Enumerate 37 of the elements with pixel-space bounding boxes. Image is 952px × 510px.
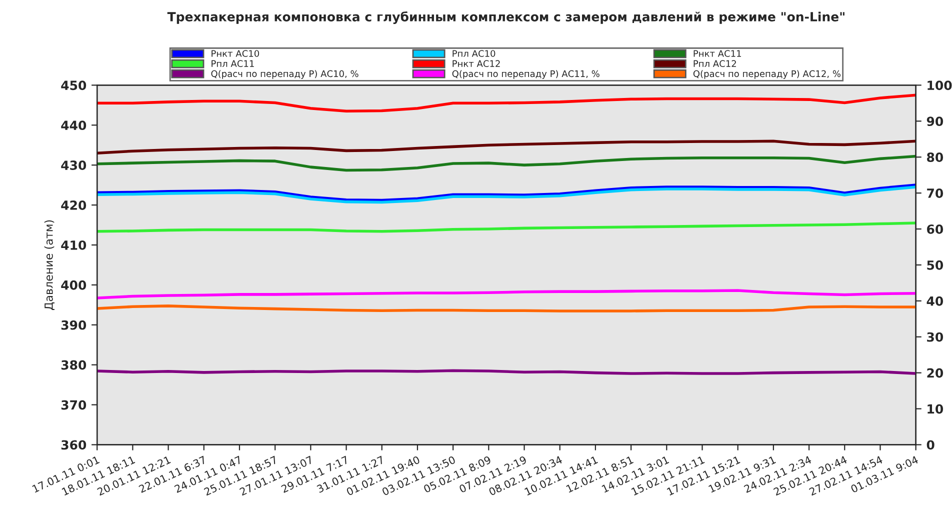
legend-label: Q(расч по перепаду Р) АС10, %	[211, 70, 358, 79]
y-tick-label: 380	[61, 360, 86, 370]
y2-tick-label: 40	[926, 296, 944, 306]
y2-tick-label: 20	[927, 368, 944, 378]
line-series	[97, 140, 916, 154]
y-tick-label: 440	[61, 120, 86, 130]
y2-tick-label: 80	[927, 152, 944, 162]
y-tick-label: 370	[61, 400, 86, 410]
y2-tick-label: 70	[927, 188, 944, 198]
y-axis-title: Давление (атм)	[44, 220, 54, 310]
legend-label: Рнкт АС12	[452, 60, 500, 68]
y2-tick-label: 60	[927, 224, 944, 234]
y2-tick-label: 90	[926, 116, 944, 126]
y-tick-label: 390	[61, 320, 86, 330]
y2-tick-label: 50	[927, 260, 944, 270]
line-series	[97, 94, 916, 113]
legend-label: Рнкт АС11	[694, 50, 741, 57]
line-series	[97, 289, 916, 300]
y-tick-label: 450	[61, 80, 86, 90]
legend-label: Рпл АС10	[452, 50, 496, 57]
y-tick-label: 430	[61, 160, 86, 170]
y2-tick-label: 10	[928, 404, 944, 414]
y2-tick-label: 0	[926, 440, 934, 450]
y-tick-label: 400	[61, 280, 86, 290]
line-series	[97, 222, 916, 233]
y-tick-label: 420	[61, 200, 86, 210]
legend-label: Рпл АС12	[694, 60, 736, 68]
y-tick-label: 410	[61, 240, 86, 250]
legend-label: Рнкт АС10	[212, 50, 260, 57]
y2-tick-label: 100	[928, 80, 952, 90]
legend-label: Рпл АС11	[212, 60, 254, 68]
line-series	[97, 154, 916, 172]
legend-label: Q(расч по перепаду Р) АС12, %	[693, 70, 841, 79]
y2-tick-label: 30	[927, 332, 944, 342]
y-tick-label: 360	[61, 440, 86, 450]
legend-label: Q(расч по перепаду Р) АС11, %	[452, 70, 600, 79]
chart-title: Трехпакерная компоновка с глубинным комплексом с замером давлений в режиме "on-Line"	[167, 11, 844, 24]
